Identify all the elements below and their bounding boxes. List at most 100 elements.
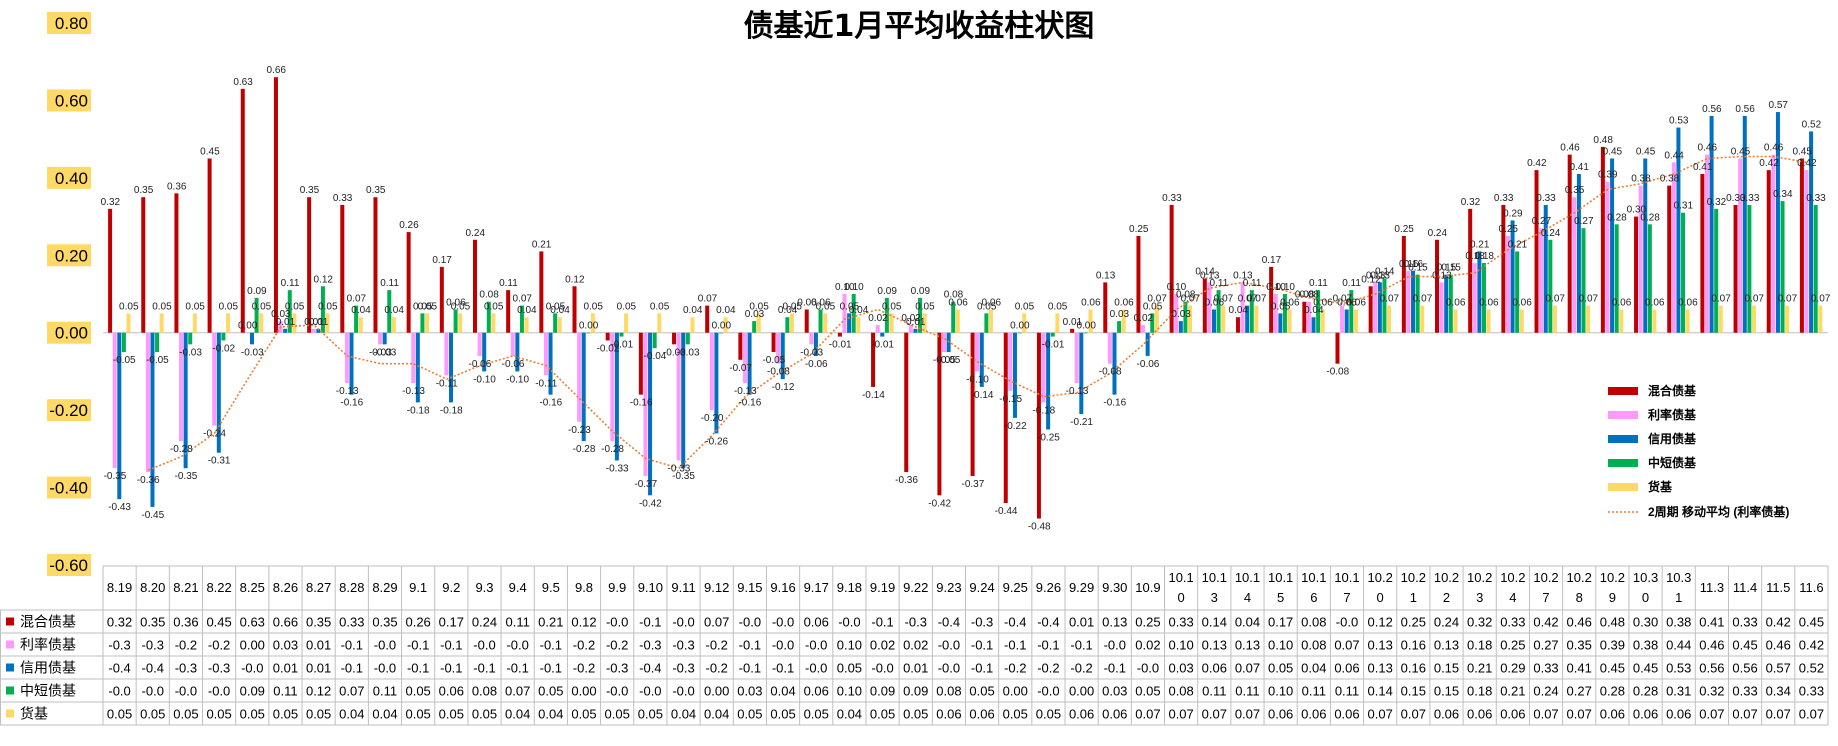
data-label: -0.03: [663, 347, 686, 358]
category-label: 10.1: [1268, 570, 1293, 585]
data-label: 0.29: [1503, 208, 1523, 219]
category-label: 8.28: [339, 580, 364, 595]
table-cell: -0.0: [606, 684, 628, 699]
table-cell: -0.1: [971, 638, 993, 653]
category-label: 7: [1542, 590, 1549, 605]
bar: [1685, 309, 1690, 333]
table-cell: 0.00: [1069, 684, 1094, 699]
data-label: -0.08: [767, 367, 790, 378]
bar: [1022, 313, 1027, 333]
bar: [652, 332, 657, 349]
bar: [287, 290, 292, 333]
chart-title: 债基近1月平均收益柱状图: [744, 9, 1095, 44]
data-label: 0.06: [1512, 297, 1532, 308]
table-cell: 0.05: [472, 707, 497, 722]
data-label: 0.08: [1176, 290, 1196, 301]
data-label: 0.04: [716, 305, 736, 316]
data-label: 0.06: [1446, 297, 1466, 308]
table-cell: 0.53: [1666, 661, 1691, 676]
data-label: 0.08: [1299, 290, 1319, 301]
bar: [1600, 146, 1605, 333]
data-label: 0.08: [479, 290, 499, 301]
table-cell: 0.11: [505, 615, 529, 630]
data-label: 0.46: [1698, 143, 1718, 154]
data-label: 0.13: [1370, 270, 1390, 281]
table-cell: 0.56: [1699, 661, 1724, 676]
bar: [1581, 228, 1586, 333]
bar: [818, 309, 823, 333]
bar: [553, 313, 558, 333]
bar: [1619, 309, 1624, 333]
data-label: 0.25: [1394, 224, 1414, 235]
bar: [1368, 286, 1373, 333]
data-label: 0.44: [1664, 150, 1684, 161]
bar: [1353, 309, 1358, 333]
bar: [1377, 282, 1382, 333]
data-label: 0.05: [783, 301, 803, 312]
data-label: 0.01: [276, 317, 296, 328]
data-label: -0.06: [1137, 359, 1160, 370]
table-cell: 0.39: [1600, 638, 1625, 653]
table-cell: 0.44: [1666, 638, 1691, 653]
data-label: 0.27: [1574, 216, 1594, 227]
bar: [1107, 332, 1112, 364]
data-label: -0.26: [705, 436, 728, 447]
table-cell: 0.06: [1434, 707, 1459, 722]
data-label: 0.06: [1337, 297, 1357, 308]
category-label: 1: [1410, 590, 1417, 605]
table-cell: 0.07: [1235, 707, 1260, 722]
table-cell: 0.12: [1368, 615, 1393, 630]
row-series-label: 利率债基: [20, 637, 76, 654]
bar: [458, 313, 463, 333]
table-cell: 0.14: [1202, 615, 1227, 630]
data-label: 0.25: [1129, 224, 1149, 235]
table-cell: -0.1: [772, 661, 794, 676]
data-label: 0.05: [840, 301, 860, 312]
table-cell: -0.2: [208, 638, 230, 653]
bar: [506, 290, 511, 333]
data-label: 0.52: [1802, 119, 1822, 130]
data-label: 0.12: [1361, 274, 1381, 285]
table-cell: 0.10: [1268, 684, 1293, 699]
data-label: -0.08: [1326, 367, 1349, 378]
data-label: 0.05: [451, 301, 471, 312]
table-cell: -0.0: [838, 615, 860, 630]
table-cell: 0.48: [1600, 615, 1625, 630]
table-cell: -0.1: [739, 638, 761, 653]
data-label: 0.05: [1271, 301, 1291, 312]
table-cell: -0.0: [772, 615, 794, 630]
bar: [1088, 309, 1093, 333]
table-cell: -0.1: [1004, 638, 1026, 653]
table-cell: -0.0: [208, 684, 230, 699]
category-label: 9.17: [804, 580, 829, 595]
bar: [453, 309, 458, 333]
bar: [1610, 158, 1615, 333]
category-label: 9.29: [1069, 580, 1094, 595]
table-cell: -0.3: [672, 661, 694, 676]
bar: [1302, 301, 1307, 333]
table-cell: -0.0: [374, 638, 396, 653]
bar: [1245, 305, 1250, 333]
table-cell: 0.06: [1467, 707, 1492, 722]
data-label: 0.27: [1532, 216, 1552, 227]
table-cell: -0.0: [1037, 684, 1059, 699]
table-cell: 0.07: [1799, 707, 1824, 722]
data-label: 0.02: [901, 313, 921, 324]
data-label: -0.13: [734, 386, 757, 397]
category-label: 9.12: [704, 580, 729, 595]
data-label: 0.05: [413, 301, 433, 312]
table-cell: 0.05: [439, 707, 464, 722]
bar: [1207, 282, 1212, 333]
data-label: 0.45: [1731, 147, 1751, 158]
table-cell: 0.45: [1732, 638, 1757, 653]
bar: [1671, 162, 1676, 333]
table-cell: -0.4: [1004, 615, 1026, 630]
bar: [141, 197, 146, 333]
bar: [325, 313, 330, 333]
data-label: 0.05: [617, 301, 637, 312]
bar: [1387, 305, 1392, 333]
data-label: 0.01: [906, 317, 926, 328]
table-cell: 0.11: [1202, 684, 1226, 699]
bar: [1472, 263, 1477, 333]
bar: [1515, 251, 1520, 333]
